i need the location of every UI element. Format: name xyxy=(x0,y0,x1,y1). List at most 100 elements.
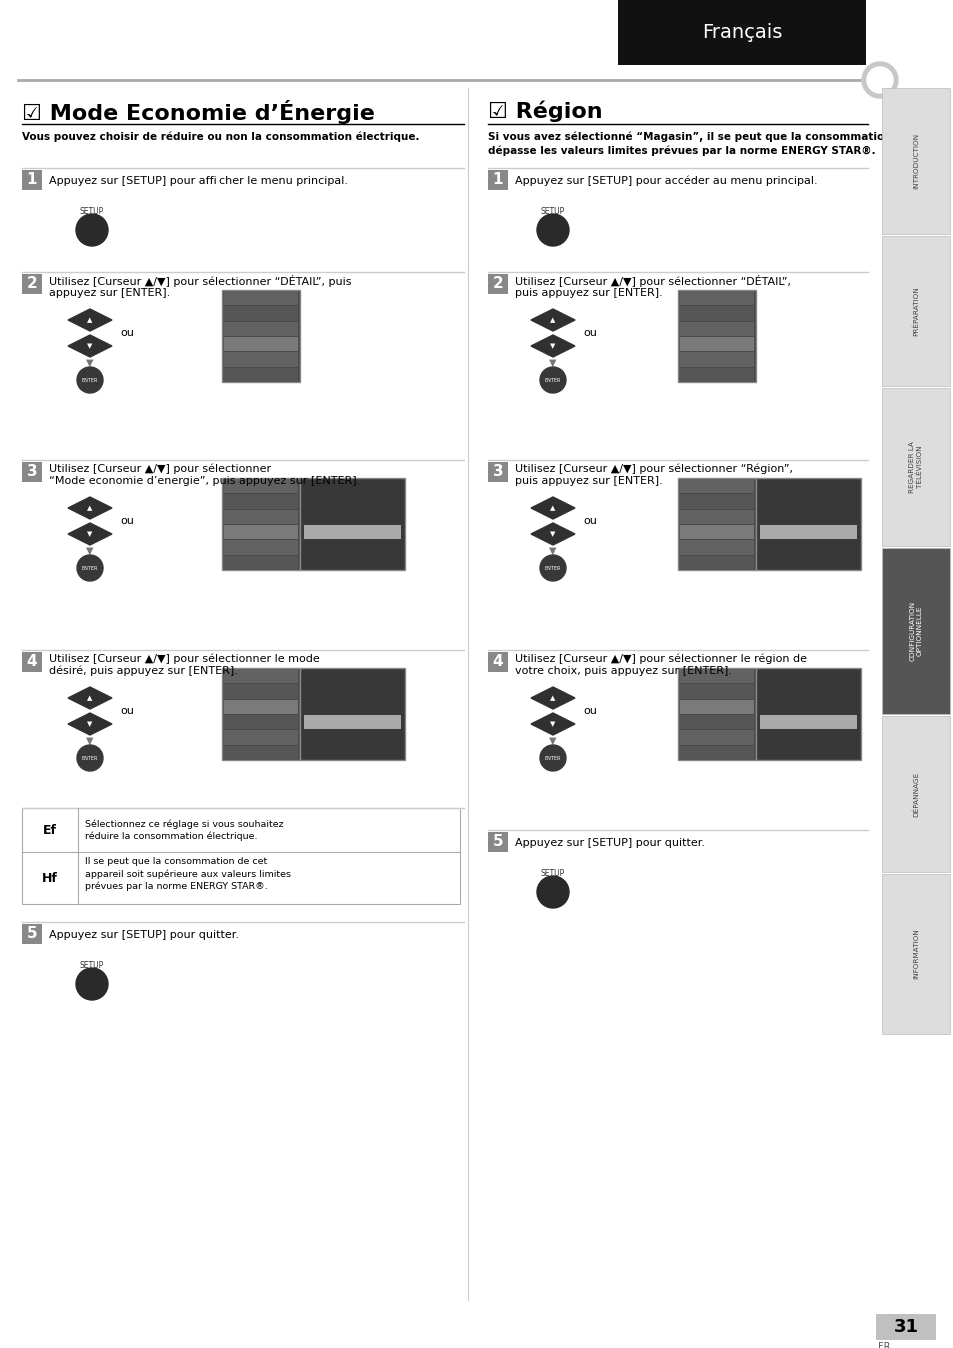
FancyBboxPatch shape xyxy=(224,337,297,352)
FancyBboxPatch shape xyxy=(679,700,753,714)
Text: ▲: ▲ xyxy=(88,696,92,701)
Text: Utilisez [Curseur ▲/▼] pour sélectionner “DÉTAIL”, puis: Utilisez [Curseur ▲/▼] pour sélectionner… xyxy=(49,275,351,287)
Text: Utilisez [Curseur ▲/▼] pour sélectionner “Région”,: Utilisez [Curseur ▲/▼] pour sélectionner… xyxy=(515,464,792,474)
Text: ▼: ▼ xyxy=(549,736,557,745)
FancyBboxPatch shape xyxy=(875,1314,935,1340)
Text: dépasse les valeurs limites prévues par la norme ENERGY STAR®.: dépasse les valeurs limites prévues par … xyxy=(488,146,875,156)
Text: Utilisez [Curseur ▲/▼] pour sélectionner le mode: Utilisez [Curseur ▲/▼] pour sélectionner… xyxy=(49,654,319,665)
FancyBboxPatch shape xyxy=(488,170,507,190)
FancyBboxPatch shape xyxy=(22,462,42,483)
Polygon shape xyxy=(531,497,575,519)
FancyBboxPatch shape xyxy=(760,524,856,539)
Text: ▼: ▼ xyxy=(549,359,557,368)
Polygon shape xyxy=(68,713,112,735)
FancyBboxPatch shape xyxy=(224,745,297,760)
Text: puis appuyez sur [ENTER].: puis appuyez sur [ENTER]. xyxy=(515,288,662,298)
FancyBboxPatch shape xyxy=(679,306,753,321)
Text: 5: 5 xyxy=(27,926,37,941)
Text: Utilisez [Curseur ▲/▼] pour sélectionner: Utilisez [Curseur ▲/▼] pour sélectionner xyxy=(49,464,271,474)
Text: 31: 31 xyxy=(893,1318,918,1336)
Circle shape xyxy=(537,214,568,245)
Text: FR: FR xyxy=(877,1343,889,1348)
FancyBboxPatch shape xyxy=(222,290,299,381)
Circle shape xyxy=(77,745,103,771)
Polygon shape xyxy=(68,309,112,332)
FancyBboxPatch shape xyxy=(488,274,507,294)
Text: ▼: ▼ xyxy=(86,736,93,745)
FancyBboxPatch shape xyxy=(618,0,865,65)
FancyBboxPatch shape xyxy=(222,479,299,570)
FancyBboxPatch shape xyxy=(224,541,297,554)
FancyBboxPatch shape xyxy=(755,669,861,760)
Text: ▼: ▼ xyxy=(88,531,92,537)
FancyBboxPatch shape xyxy=(304,714,400,729)
Text: ☑ Région: ☑ Région xyxy=(488,100,602,121)
FancyBboxPatch shape xyxy=(679,541,753,554)
Text: ▲: ▲ xyxy=(88,317,92,324)
Text: ENTER: ENTER xyxy=(544,566,560,570)
Circle shape xyxy=(537,876,568,909)
Text: Appuyez sur [SETUP] pour accéder au menu principal.: Appuyez sur [SETUP] pour accéder au menu… xyxy=(515,175,817,186)
FancyBboxPatch shape xyxy=(224,731,297,744)
FancyBboxPatch shape xyxy=(679,337,753,352)
Polygon shape xyxy=(531,309,575,332)
FancyBboxPatch shape xyxy=(224,524,297,539)
Polygon shape xyxy=(531,336,575,357)
Text: 1: 1 xyxy=(27,173,37,187)
FancyBboxPatch shape xyxy=(488,832,507,852)
FancyBboxPatch shape xyxy=(224,368,297,381)
Text: 2: 2 xyxy=(27,276,37,291)
FancyBboxPatch shape xyxy=(882,716,949,872)
FancyBboxPatch shape xyxy=(299,669,405,760)
FancyBboxPatch shape xyxy=(882,874,949,1034)
Circle shape xyxy=(76,968,108,1000)
Circle shape xyxy=(77,367,103,394)
FancyBboxPatch shape xyxy=(22,807,459,905)
Text: ENTER: ENTER xyxy=(544,755,560,760)
Circle shape xyxy=(539,555,565,581)
FancyBboxPatch shape xyxy=(224,669,297,683)
FancyBboxPatch shape xyxy=(224,685,297,698)
Text: DÉPANNAGE: DÉPANNAGE xyxy=(912,771,919,817)
Polygon shape xyxy=(68,523,112,545)
Text: ▲: ▲ xyxy=(550,506,555,511)
Text: SETUP: SETUP xyxy=(540,869,564,878)
FancyBboxPatch shape xyxy=(679,745,753,760)
Polygon shape xyxy=(68,336,112,357)
FancyBboxPatch shape xyxy=(679,669,753,683)
FancyBboxPatch shape xyxy=(679,291,753,306)
FancyBboxPatch shape xyxy=(679,555,753,570)
FancyBboxPatch shape xyxy=(679,685,753,698)
Text: 5: 5 xyxy=(492,834,503,849)
Text: 3: 3 xyxy=(27,465,37,480)
FancyBboxPatch shape xyxy=(882,236,949,386)
Text: ▼: ▼ xyxy=(550,721,555,727)
FancyBboxPatch shape xyxy=(22,170,42,190)
Text: ou: ou xyxy=(120,328,133,338)
Circle shape xyxy=(77,555,103,581)
Polygon shape xyxy=(531,713,575,735)
Text: Ef: Ef xyxy=(43,824,57,837)
FancyBboxPatch shape xyxy=(679,368,753,381)
Text: CONFIGURATION
OPTIONNELLE: CONFIGURATION OPTIONNELLE xyxy=(908,601,922,661)
Text: appuyez sur [ENTER].: appuyez sur [ENTER]. xyxy=(49,288,170,298)
Text: Appuyez sur [SETUP] pour affi cher le menu principal.: Appuyez sur [SETUP] pour affi cher le me… xyxy=(49,177,348,186)
Text: Si vous avez sélectionné “Magasin”, il se peut que la consommation: Si vous avez sélectionné “Magasin”, il s… xyxy=(488,132,891,143)
Text: 4: 4 xyxy=(27,655,37,670)
Text: Utilisez [Curseur ▲/▼] pour sélectionner “DÉTAIL”,: Utilisez [Curseur ▲/▼] pour sélectionner… xyxy=(515,275,790,287)
FancyBboxPatch shape xyxy=(760,714,856,729)
FancyBboxPatch shape xyxy=(679,731,753,744)
Text: Vous pouvez choisir de réduire ou non la consommation électrique.: Vous pouvez choisir de réduire ou non la… xyxy=(22,132,419,143)
Polygon shape xyxy=(531,523,575,545)
Text: ou: ou xyxy=(582,328,597,338)
Text: Appuyez sur [SETUP] pour quitter.: Appuyez sur [SETUP] pour quitter. xyxy=(49,930,239,940)
FancyBboxPatch shape xyxy=(679,510,753,524)
FancyBboxPatch shape xyxy=(224,700,297,714)
FancyBboxPatch shape xyxy=(304,524,400,539)
Text: 4: 4 xyxy=(492,655,503,670)
Text: SETUP: SETUP xyxy=(80,961,104,971)
Text: ou: ou xyxy=(582,516,597,526)
Text: Sélectionnez ce réglage si vous souhaitez: Sélectionnez ce réglage si vous souhaite… xyxy=(85,820,283,829)
Text: ENTER: ENTER xyxy=(544,377,560,383)
FancyBboxPatch shape xyxy=(882,549,949,714)
